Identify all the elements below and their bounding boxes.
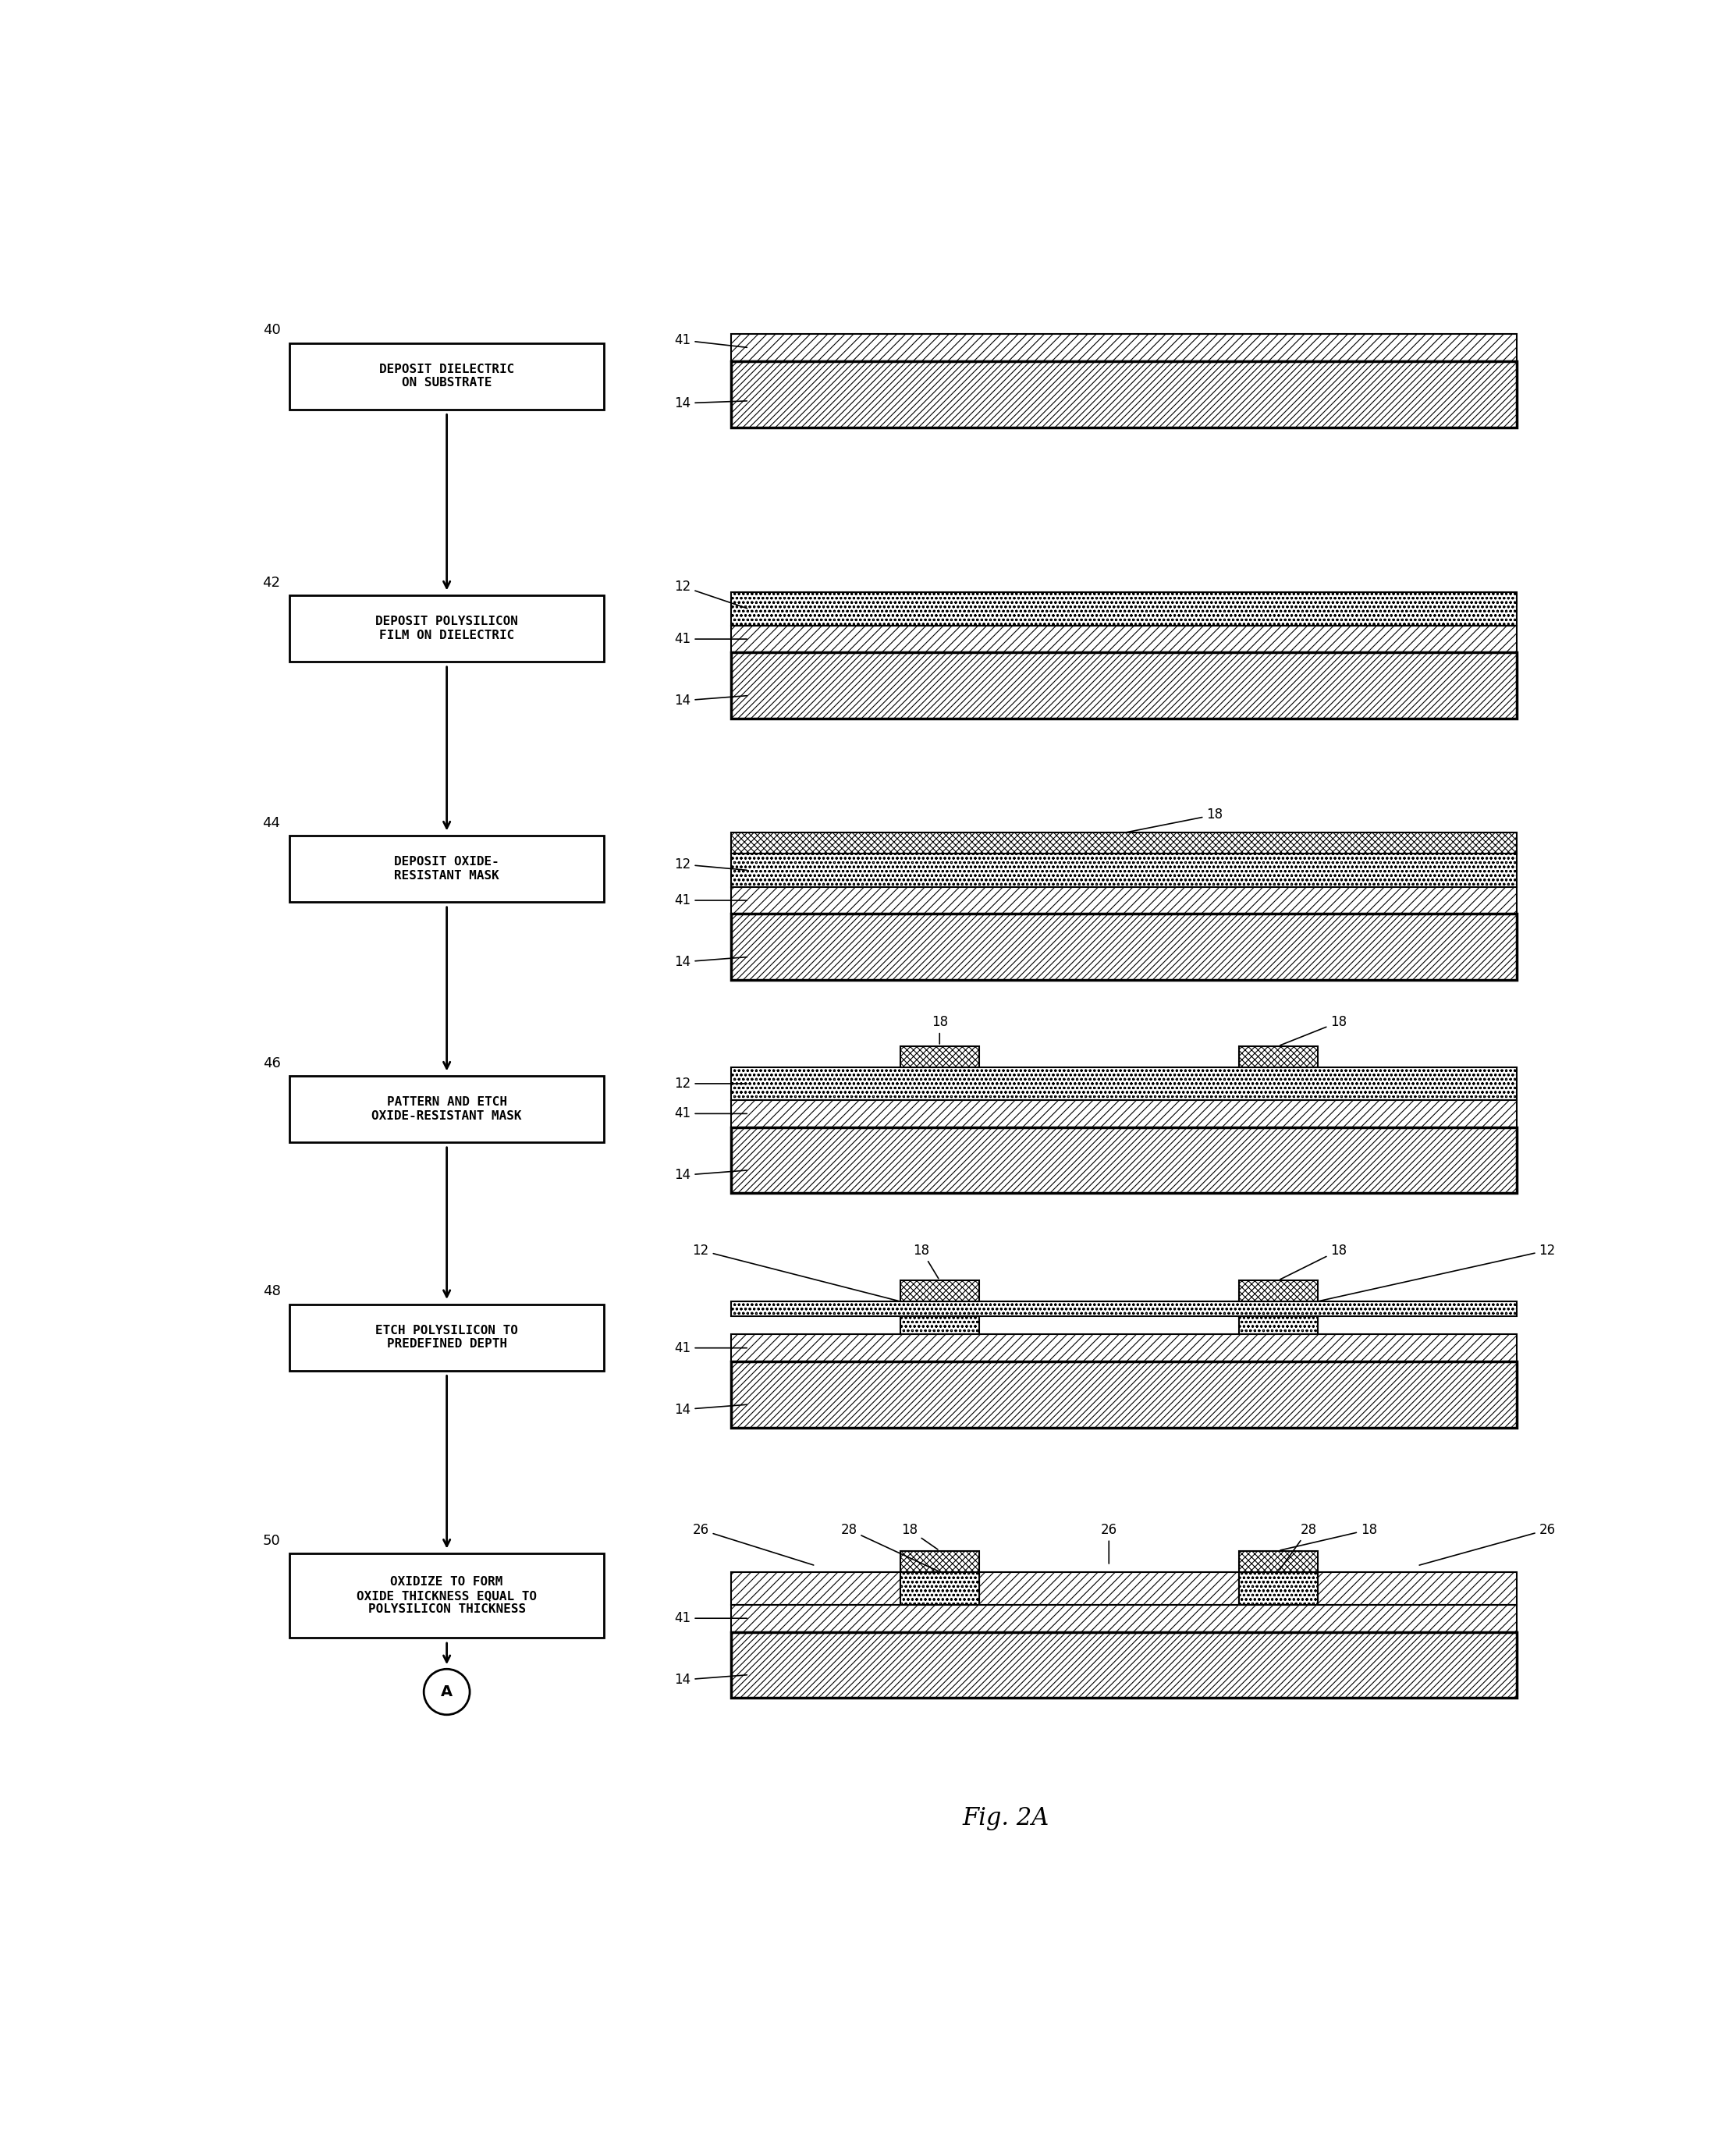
Text: 41: 41 [674,1340,746,1355]
Bar [979,1572,1240,1604]
Bar [290,1304,604,1370]
Text: 28: 28 [840,1522,937,1572]
Text: 42: 42 [262,575,281,590]
Bar [731,1128,1517,1194]
Bar [731,1334,1517,1361]
Bar [901,1572,979,1604]
Bar [731,1632,1517,1698]
Text: 41: 41 [674,1106,746,1121]
Bar [731,1604,1517,1632]
Text: 14: 14 [674,1672,746,1687]
Text: 26: 26 [1420,1522,1555,1565]
Text: 26: 26 [693,1522,814,1565]
Bar [1240,1046,1318,1068]
Text: 18: 18 [1127,808,1222,832]
Text: 41: 41 [674,332,746,347]
Text: 18: 18 [930,1014,948,1044]
Text: 14: 14 [674,695,746,708]
Bar [290,1076,604,1143]
Bar [1240,1316,1318,1334]
Bar [731,334,1517,360]
Bar [901,1550,979,1572]
Text: DEPOSIT DIELECTRIC
ON SUBSTRATE: DEPOSIT DIELECTRIC ON SUBSTRATE [378,364,514,388]
Bar [731,592,1517,626]
Bar [1318,1572,1517,1604]
Bar [1240,1572,1318,1604]
Bar [731,1100,1517,1128]
Bar [901,1046,979,1068]
Text: 18: 18 [1279,1014,1347,1046]
Text: 12: 12 [1319,1244,1555,1301]
Bar [731,1068,1517,1100]
Bar [731,626,1517,652]
Text: DEPOSIT OXIDE-
RESISTANT MASK: DEPOSIT OXIDE- RESISTANT MASK [394,855,500,881]
Text: 41: 41 [674,894,746,907]
Text: 14: 14 [674,1168,746,1181]
Bar [290,596,604,662]
Bar [290,836,604,903]
Bar [1240,1280,1318,1301]
Text: 18: 18 [901,1522,937,1550]
Text: 14: 14 [674,1402,746,1417]
Text: 18: 18 [913,1244,939,1278]
Text: 40: 40 [262,324,281,337]
Bar [731,1301,1517,1316]
Text: ETCH POLYSILICON TO
PREDEFINED DEPTH: ETCH POLYSILICON TO PREDEFINED DEPTH [375,1325,517,1351]
Text: DEPOSIT POLYSILICON
FILM ON DIELECTRIC: DEPOSIT POLYSILICON FILM ON DIELECTRIC [375,615,517,641]
Text: 14: 14 [674,397,746,410]
Text: 50: 50 [262,1533,281,1548]
Text: 18: 18 [1279,1244,1347,1280]
Bar [290,1554,604,1638]
Text: 18: 18 [1281,1522,1377,1550]
Bar [901,1316,979,1334]
Text: 26: 26 [1101,1522,1118,1563]
Text: PATTERN AND ETCH
OXIDE-RESISTANT MASK: PATTERN AND ETCH OXIDE-RESISTANT MASK [372,1096,523,1121]
Text: 48: 48 [262,1284,281,1299]
Text: A: A [441,1685,453,1700]
Bar [731,652,1517,718]
Bar [731,1572,901,1604]
Bar [731,853,1517,888]
Bar [290,343,604,410]
Text: 46: 46 [262,1057,281,1070]
Text: 12: 12 [693,1244,898,1301]
Text: 41: 41 [674,1612,746,1625]
Text: 41: 41 [674,632,746,645]
Bar [731,360,1517,427]
Bar [901,1280,979,1301]
Text: Fig. 2A: Fig. 2A [963,1805,1050,1831]
Bar [731,913,1517,980]
Bar [731,888,1517,913]
Text: OXIDIZE TO FORM
OXIDE THICKNESS EQUAL TO
POLYSILICON THICKNESS: OXIDIZE TO FORM OXIDE THICKNESS EQUAL TO… [356,1576,536,1614]
Text: 44: 44 [262,815,281,830]
Text: 12: 12 [674,579,746,609]
Text: 12: 12 [674,858,746,870]
Text: 28: 28 [1279,1522,1316,1569]
Bar [731,832,1517,853]
Bar [731,1361,1517,1428]
Text: 12: 12 [674,1076,746,1091]
Text: 14: 14 [674,954,746,969]
Bar [1240,1550,1318,1572]
